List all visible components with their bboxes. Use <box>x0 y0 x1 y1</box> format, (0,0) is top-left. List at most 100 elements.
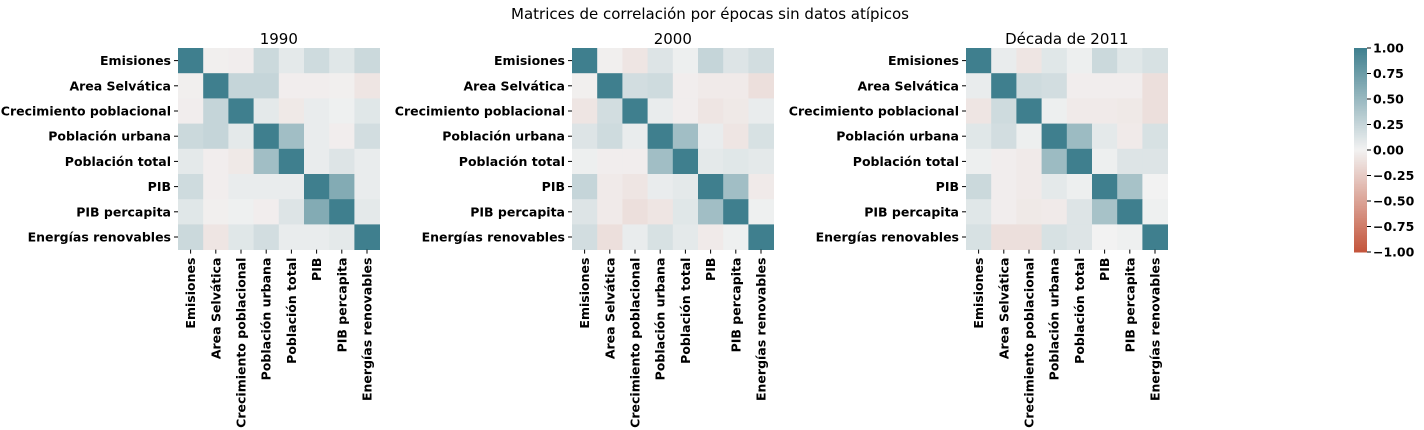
colorbar: 1.00 0.75 0.50 0.25 0.00 −0.25 −0.50 −0.75 −1.00 <box>1354 41 1415 260</box>
heatmap-cell <box>597 148 623 175</box>
x-tick-label: Población total <box>1072 258 1087 364</box>
x-tick-label: Energías renovables <box>754 258 769 401</box>
heatmap-cell <box>278 73 305 99</box>
heatmap-cell <box>203 148 229 175</box>
heatmap-cell <box>622 224 648 250</box>
colorbar-segment <box>1354 116 1367 119</box>
y-tick-label: Población total <box>65 154 171 169</box>
heatmap-cell <box>966 98 992 124</box>
colorbar-segment <box>1354 73 1367 76</box>
heatmap-cell <box>354 48 380 74</box>
y-tick-label: PIB percapita <box>76 204 171 219</box>
colorbar-segment <box>1354 133 1367 136</box>
x-tick-label: PIB percapita <box>334 258 349 353</box>
x-tick-label: Población urbana <box>653 258 668 381</box>
heatmap-cell <box>698 174 724 200</box>
heatmap-cell <box>1041 73 1068 99</box>
heatmap-cell <box>253 98 280 124</box>
heatmap-cell <box>203 73 229 99</box>
heatmap-cell <box>253 48 280 74</box>
x-tick-label: Emisiones <box>183 258 198 329</box>
heatmap-cell <box>253 123 280 150</box>
colorbar-segment <box>1354 127 1367 131</box>
heatmap-cell <box>203 98 229 124</box>
heatmap-cell <box>698 199 724 225</box>
heatmap-cell <box>622 73 648 99</box>
colorbar-segment <box>1354 245 1367 248</box>
heatmap-panel-1: 1990 Emisiones Emisiones Area Selvática Area… <box>1 30 380 428</box>
heatmap-cell <box>228 98 254 124</box>
heatmap-cell <box>1041 224 1068 250</box>
heatmap-cell <box>178 98 204 124</box>
heatmap-cell <box>1066 174 1093 200</box>
heatmap-cell <box>1092 148 1118 175</box>
heatmap-cell <box>1041 48 1068 74</box>
x-tick-label: Población urbana <box>1047 258 1062 381</box>
heatmap-cell <box>622 199 648 225</box>
heatmap-cell <box>647 123 674 150</box>
colorbar-segment <box>1354 76 1367 80</box>
heatmap-cell <box>329 98 355 124</box>
heatmap-cell <box>304 148 330 175</box>
colorbar-segment <box>1354 163 1367 166</box>
colorbar-segment <box>1354 80 1367 83</box>
colorbar-segment <box>1354 229 1367 233</box>
heatmap-cell <box>748 174 774 200</box>
heatmap-cell <box>597 123 623 150</box>
colorbar-segment <box>1354 65 1367 68</box>
heatmap-cell <box>253 224 280 250</box>
colorbar-segment <box>1354 192 1367 195</box>
colorbar-tick-label: 0.25 <box>1373 117 1404 132</box>
colorbar-segment <box>1354 83 1367 86</box>
heatmap-cell <box>329 199 355 225</box>
heatmap-cell <box>698 73 724 99</box>
heatmap-cell <box>723 148 749 175</box>
heatmap-cell <box>304 123 330 150</box>
heatmap-cell <box>672 224 699 250</box>
heatmap-cell <box>991 199 1017 225</box>
y-tick-label: Area Selvática <box>69 78 171 93</box>
heatmap-cell <box>354 148 380 175</box>
heatmap-cell <box>991 174 1017 200</box>
heatmap-cell <box>748 224 774 250</box>
heatmap-cell <box>1041 123 1068 150</box>
colorbar-segment <box>1354 54 1367 57</box>
heatmap-cell <box>203 199 229 225</box>
colorbar-segment <box>1354 53 1367 56</box>
colorbar-segment <box>1354 146 1367 149</box>
heatmap-cell <box>622 174 648 200</box>
heatmap-cell <box>597 73 623 99</box>
heatmap-cell <box>178 48 204 74</box>
colorbar-segment <box>1354 243 1367 246</box>
heatmap-cell <box>354 174 380 200</box>
colorbar-segment <box>1354 99 1367 102</box>
heatmap-cell <box>966 174 992 200</box>
colorbar-tick-label: 0.00 <box>1373 143 1404 158</box>
x-tick-label: Area Selvática <box>996 258 1011 360</box>
heatmap-cell <box>723 123 749 150</box>
colorbar-segment <box>1354 61 1367 64</box>
heatmap-cell <box>304 174 330 200</box>
heatmap-cell <box>672 48 699 74</box>
heatmap-cell <box>354 73 380 99</box>
heatmap-cell <box>1117 148 1143 175</box>
heatmap-cell <box>1066 224 1093 250</box>
x-tick-label: Emisiones <box>577 258 592 329</box>
colorbar-segment <box>1354 160 1367 163</box>
heatmap-cell <box>228 48 254 74</box>
heatmap-cell <box>698 123 724 150</box>
heatmap-cell <box>304 48 330 74</box>
heatmap-cell <box>672 123 699 150</box>
y-tick-label: Crecimiento poblacional <box>789 104 959 119</box>
y-tick-label: PIB percapita <box>864 204 959 219</box>
colorbar-segment <box>1354 202 1367 205</box>
heatmap-cell <box>622 98 648 124</box>
heatmap-cell <box>597 98 623 124</box>
colorbar-segment <box>1354 93 1367 97</box>
heatmap-cell <box>991 48 1017 74</box>
colorbar-segment <box>1354 228 1367 231</box>
colorbar-segment <box>1354 97 1367 100</box>
x-tick-label: Energías renovables <box>1148 258 1163 401</box>
heatmap-cell <box>278 199 305 225</box>
